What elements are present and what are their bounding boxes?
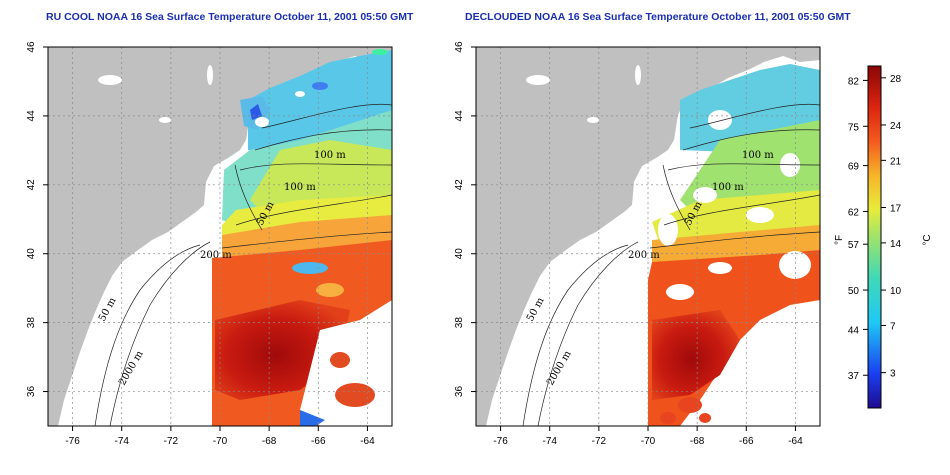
right-chart-title: DECLOUDED NOAA 16 Sea Surface Temperatur… [465,11,851,23]
colorbar-fahrenheit-tick-label: 37 [848,371,860,382]
right-y-tick-label: 38 [454,317,465,329]
left-y-tick-label: 36 [26,386,37,398]
colorbar-fahrenheit-tick-label: 62 [848,207,860,218]
colorbar-celsius-tick-label: 3 [890,369,896,380]
left-panel: RU COOL NOAA 16 Sea Surface Temperature … [26,11,414,447]
right-x-tick-label: -68 [690,436,705,447]
right-y-tick-label: 46 [454,41,465,53]
colorbar-celsius-tick-label: 7 [890,321,896,332]
left-y-tick-label: 42 [26,179,37,191]
right-x-tick-label: -72 [592,436,607,447]
colorbar-celsius-tick-label: 14 [890,239,902,250]
left-contour-label: 200 m [200,250,232,261]
left-lake [159,117,171,123]
colorbar-fahrenheit-tick-label: 82 [848,76,860,87]
right-y-tick-label: 36 [454,386,465,398]
left-contour-label: 100 m [284,182,316,193]
colorbar-celsius-label: °C [922,234,933,245]
left-land-mass [48,47,392,426]
left-x-tick-label: -76 [65,436,80,447]
colorbar-gradient [867,65,882,409]
left-lake [98,75,122,85]
right-y-axis: 36 38 40 42 44 46 [454,41,476,397]
colorbar-fahrenheit-ticks: 82 75 69 62 57 50 44 37 [848,76,868,382]
right-contour-label: 100 m [712,182,744,193]
left-y-tick-label: 38 [26,317,37,329]
colorbar-fahrenheit-tick-label: 69 [848,162,860,173]
colorbar-celsius-tick-label: 28 [890,74,902,85]
right-panel: DECLOUDED NOAA 16 Sea Surface Temperatur… [454,11,851,447]
right-land-mass [476,47,820,426]
colorbar-celsius-tick-label: 24 [890,121,902,132]
right-y-tick-label: 42 [454,179,465,191]
colorbar-celsius-tick-label: 21 [890,156,902,167]
right-lake [526,75,550,85]
right-sst-swath [648,64,820,426]
right-y-tick-label: 44 [454,110,465,122]
left-plot-area: 100 m 100 m 50 m 200 m 50 m 2000 m -76 -7… [26,41,393,447]
left-x-tick-label: -70 [213,436,228,447]
right-x-tick-label: -64 [788,436,803,447]
left-sst-swath [212,49,392,426]
left-chart-title: RU COOL NOAA 16 Sea Surface Temperature … [46,11,414,23]
right-bathymetry-contours [522,103,821,427]
colorbar-celsius-tick-label: 17 [890,204,902,215]
right-contour-label: 100 m [742,150,774,161]
right-contour-label: 200 m [628,250,660,261]
left-x-tick-label: -72 [164,436,179,447]
right-x-tick-label: -76 [493,436,508,447]
right-y-tick-label: 40 [454,248,465,260]
right-x-tick-label: -74 [542,436,557,447]
left-contour-label: 100 m [314,150,346,161]
right-x-tick-label: -66 [739,436,754,447]
left-x-tick-label: -74 [114,436,129,447]
colorbar-fahrenheit-label: °F [834,235,845,245]
right-lake [587,117,599,123]
colorbar-fahrenheit-tick-label: 57 [848,240,860,251]
left-y-tick-label: 44 [26,110,37,122]
colorbar-celsius-tick-label: 10 [890,286,902,297]
left-x-tick-label: -68 [262,436,277,447]
colorbar: 82 75 69 62 57 50 44 37 28 24 21 17 14 10 7 3 °F °C [834,65,933,409]
right-plot-area: 100 m 100 m 50 m 200 m 50 m 2000 m -76 -7… [454,41,821,447]
left-lake [207,65,213,85]
left-y-tick-label: 40 [26,248,37,260]
colorbar-fahrenheit-tick-label: 50 [848,286,860,297]
colorbar-celsius-ticks: 28 24 21 17 14 10 7 3 [881,74,902,380]
colorbar-fahrenheit-tick-label: 75 [848,122,860,133]
right-lake [635,65,641,85]
right-x-tick-label: -70 [641,436,656,447]
left-x-tick-label: -64 [360,436,375,447]
left-y-axis: 36 38 40 42 44 46 [26,41,48,397]
left-bathymetry-contours [94,103,393,427]
left-y-tick-label: 46 [26,41,37,53]
left-x-axis: -76 -74 -72 -70 -68 -66 -64 [65,426,375,447]
colorbar-fahrenheit-tick-label: 44 [848,325,860,336]
left-x-tick-label: -66 [311,436,326,447]
right-x-axis: -76 -74 -72 -70 -68 -66 -64 [493,426,803,447]
